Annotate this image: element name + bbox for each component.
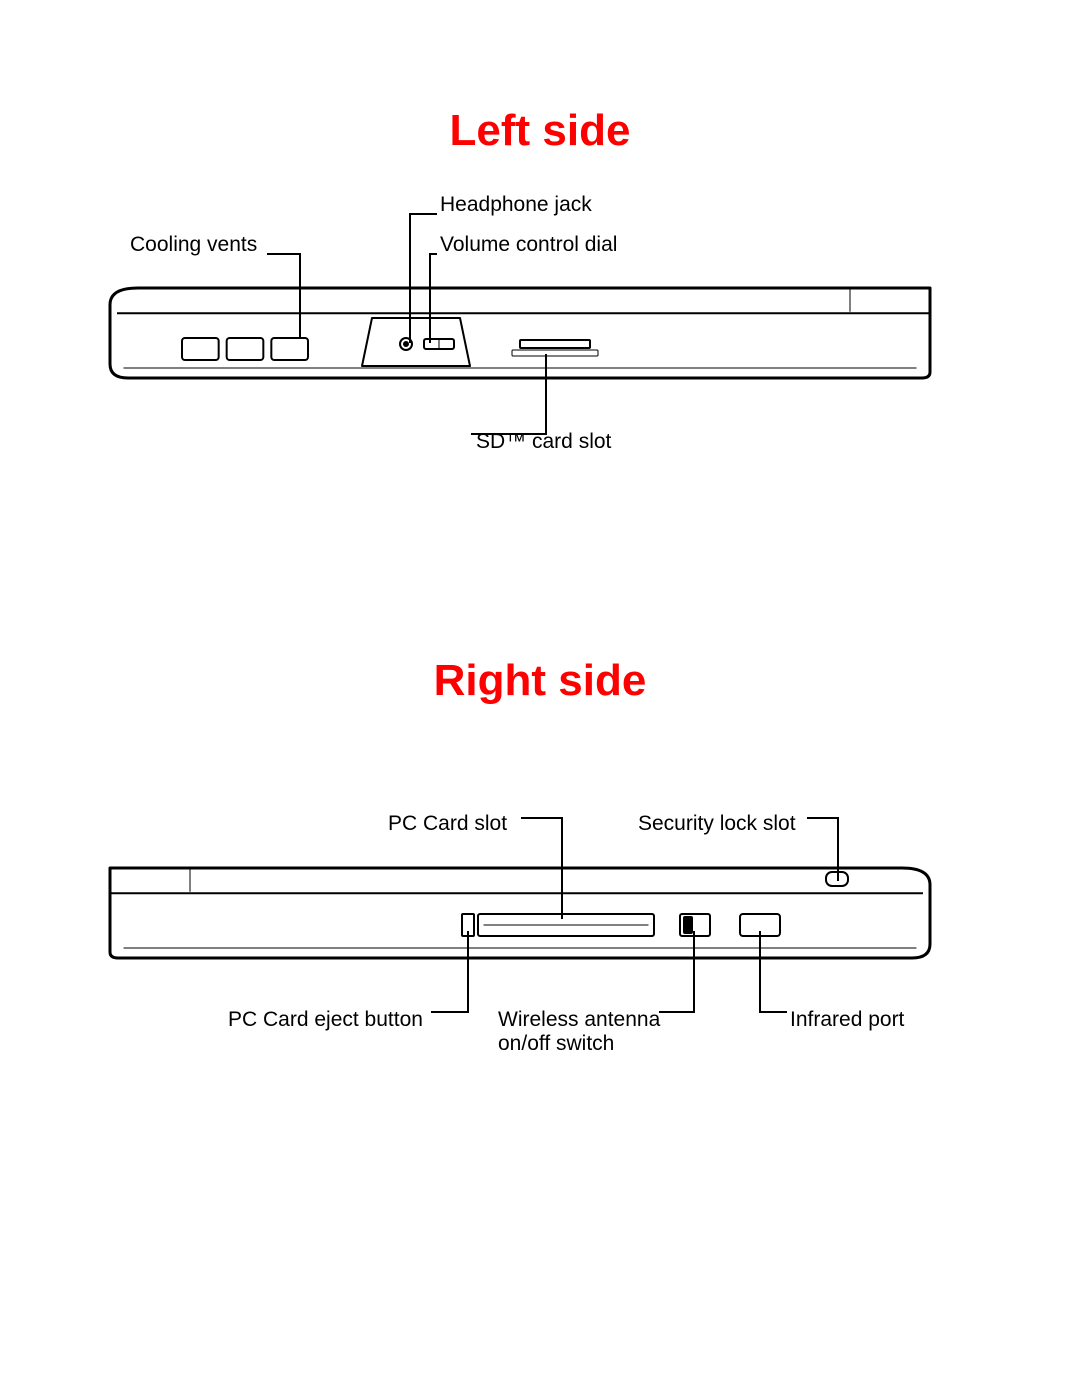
label-cooling-vents: Cooling vents: [130, 233, 257, 256]
label-headphone-jack: Headphone jack: [440, 193, 592, 216]
label-volume-dial: Volume control dial: [440, 233, 617, 256]
label-pc-card-eject: PC Card eject button: [228, 1008, 423, 1031]
label-infrared-port: Infrared port: [790, 1008, 904, 1031]
label-pc-card-slot: PC Card slot: [388, 812, 507, 835]
label-wireless-switch: Wireless antenna: [498, 1008, 660, 1031]
label-sd-card-slot: SD™ card slot: [476, 430, 611, 453]
label-wireless-switch2: on/off switch: [498, 1032, 614, 1055]
page: Left side Right side Cooling vents Headp…: [0, 0, 1080, 1397]
label-security-lock: Security lock slot: [638, 812, 796, 835]
